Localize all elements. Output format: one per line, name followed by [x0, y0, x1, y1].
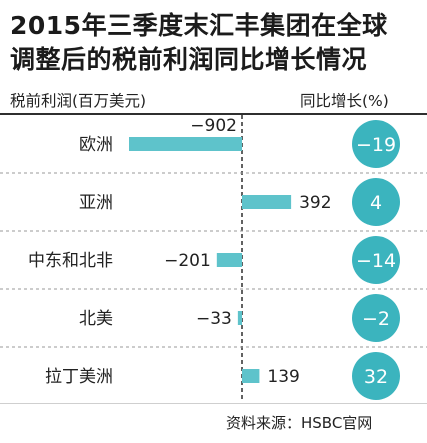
growth-value-label: 4	[370, 192, 382, 214]
profit-value-label: 139	[267, 367, 299, 387]
chart-title-line-2: 调整后的税前利润同比增长情况	[10, 45, 368, 74]
profit-bar	[129, 137, 242, 151]
category-label: 拉丁美洲	[45, 367, 113, 387]
category-label: 中东和北非	[28, 251, 113, 271]
source-note: 资料来源：HSBC官网	[226, 414, 373, 432]
left-column-header: 税前利润(百万美元)	[10, 92, 147, 110]
category-label: 亚洲	[79, 193, 113, 213]
category-label: 北美	[79, 309, 113, 329]
growth-circle	[352, 352, 400, 400]
footer-divider	[0, 403, 427, 404]
profit-bar	[237, 311, 242, 325]
profit-value-label: −902	[190, 116, 237, 136]
profit-value-label: −33	[196, 309, 232, 329]
profit-value-label: 392	[299, 193, 331, 213]
right-column-header: 同比增长(%)	[300, 92, 389, 110]
profit-value-label: −201	[164, 251, 211, 271]
chart-title-line-1: 2015年三季度末汇丰集团在全球	[10, 11, 388, 40]
growth-circle	[352, 294, 400, 342]
header-divider	[0, 113, 427, 115]
growth-value-label: −2	[362, 308, 390, 330]
category-label: 欧洲	[79, 135, 113, 155]
growth-value-label: 32	[364, 366, 388, 388]
growth-value-label: −14	[356, 250, 396, 272]
profit-bar	[242, 195, 292, 209]
profit-bar	[216, 253, 242, 267]
growth-circle	[352, 236, 400, 284]
growth-circle	[352, 120, 400, 168]
growth-circle	[352, 178, 400, 226]
growth-value-label: −19	[356, 134, 396, 156]
profit-bar	[242, 369, 260, 383]
